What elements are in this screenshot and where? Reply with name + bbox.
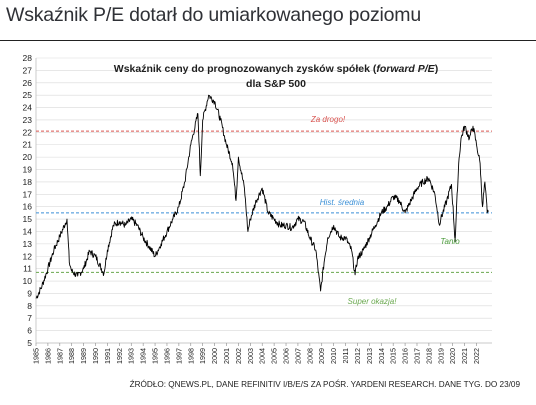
y-tick-label: 11	[23, 264, 32, 274]
x-tick-label: 2008	[305, 348, 314, 364]
page-title: Wskaźnik P/E dotarł do umiarkowanego poz…	[6, 4, 421, 26]
x-tick-label: 2004	[258, 348, 267, 364]
reference-lines	[36, 130, 492, 273]
y-tick-label: 18	[23, 177, 33, 187]
y-tick-label: 7	[27, 313, 32, 323]
chart-title-part1: Wskaźnik ceny do prognozowanych zysków s…	[114, 63, 377, 75]
x-tick-label: 1989	[79, 348, 88, 364]
y-tick-label: 28	[23, 53, 33, 63]
x-tick-label: 1998	[186, 348, 195, 364]
x-tick-label: 1987	[55, 348, 64, 364]
chart-title-part2: )	[435, 63, 439, 75]
label-tanio: Tanio	[440, 237, 460, 246]
y-tick-label: 19	[23, 165, 33, 175]
y-tick-label: 15	[23, 214, 33, 224]
series-group	[35, 94, 489, 299]
label-za-drogo: Za drogo!	[310, 115, 346, 124]
y-tick-label: 16	[23, 202, 33, 212]
x-tick-label: 2019	[436, 348, 445, 364]
y-tick-label: 9	[27, 288, 32, 298]
x-tick-label: 2018	[424, 348, 433, 364]
y-tick-label: 17	[23, 189, 33, 199]
x-tick-label: 1986	[43, 348, 52, 364]
y-tick-label: 20	[23, 152, 33, 162]
x-tick-label: 2015	[389, 348, 398, 364]
y-tick-label: 5	[27, 338, 32, 348]
x-tick-label: 2009	[317, 348, 326, 364]
x-tick-label: 2021	[460, 348, 469, 364]
pe-series-line	[35, 94, 489, 299]
x-tick-label: 2013	[365, 348, 374, 364]
x-tick-label: 2020	[448, 348, 457, 364]
x-tick-label: 2017	[412, 348, 421, 364]
y-tick-label: 21	[23, 140, 33, 150]
y-tick-label: 22	[23, 127, 33, 137]
y-tick-label: 14	[23, 226, 33, 236]
x-tick-label: 1996	[162, 348, 171, 364]
x-tick-label: 1993	[127, 348, 136, 364]
source-note: ŹRÓDŁO: QNEWS.PL, DANE REFINITIV I/B/E/S…	[129, 380, 520, 389]
x-tick-label: 1997	[174, 348, 183, 364]
x-tick-label: 1985	[32, 348, 41, 364]
y-axis: 5 6 7 8 9 10 11 12 13 14 15 16 17 18 19 20 21 22 23 24 25 26 2…	[23, 53, 33, 348]
y-tick-label: 8	[27, 301, 32, 311]
x-tick-label: 2014	[377, 348, 386, 364]
label-super-okazja: Super okazja!	[348, 297, 398, 306]
x-tick-label: 2005	[270, 348, 279, 364]
x-tick-label: 1995	[151, 348, 160, 364]
x-tick-label: 2016	[401, 348, 410, 364]
x-tick-label: 2006	[282, 348, 291, 364]
y-tick-label: 12	[23, 251, 33, 261]
x-tick-label: 2003	[246, 348, 255, 364]
y-tick-label: 27	[23, 65, 33, 75]
x-tick-label: 1994	[139, 348, 148, 364]
x-tick-label: 1999	[198, 348, 207, 364]
x-tick-label: 2000	[210, 348, 219, 364]
x-tick-label: 1991	[103, 348, 112, 364]
chart-title-italic: forward P/E	[376, 63, 435, 75]
chart-subtitle: dla S&P 500	[246, 78, 306, 90]
x-tick-label: 2012	[353, 348, 362, 364]
y-tick-label: 10	[23, 276, 33, 286]
x-tick-label: 2011	[341, 348, 350, 363]
x-axis: 1985 1986 1987 1988 1989 1990 1991 1992 1993 1994…	[32, 343, 481, 364]
y-tick-label: 23	[23, 115, 33, 125]
y-tick-label: 25	[23, 90, 33, 100]
chart-background	[0, 45, 536, 377]
x-tick-label: 1988	[67, 348, 76, 364]
x-tick-label: 2002	[234, 348, 243, 364]
title-divider	[0, 40, 536, 41]
y-tick-label: 26	[23, 78, 33, 88]
y-tick-label: 24	[23, 103, 33, 113]
x-tick-label: 1992	[115, 348, 124, 364]
chart-title: Wskaźnik ceny do prognozowanych zysków s…	[114, 63, 438, 75]
x-tick-label: 1990	[91, 348, 100, 364]
y-tick-label: 6	[27, 326, 32, 336]
x-tick-label: 2007	[293, 348, 302, 364]
pe-ratio-chart: 5678910111213141516171819202122232425262…	[0, 45, 536, 377]
x-tick-label: 2022	[472, 348, 481, 364]
y-tick-label: 13	[23, 239, 33, 249]
label-hist-srednia: Hist. średnia	[320, 198, 365, 207]
x-tick-label: 2001	[222, 348, 231, 364]
x-tick-label: 2010	[329, 348, 338, 364]
